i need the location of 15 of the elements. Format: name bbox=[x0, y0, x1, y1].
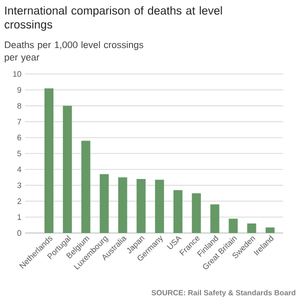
bar bbox=[173, 190, 182, 234]
bar bbox=[62, 106, 72, 234]
bar bbox=[247, 223, 256, 234]
bar bbox=[81, 140, 90, 234]
bar bbox=[228, 218, 238, 234]
bar bbox=[44, 88, 54, 234]
bar bbox=[118, 177, 128, 234]
bar bbox=[266, 227, 275, 234]
chart-title: International comparison of deaths at level crossings bbox=[4, 6, 222, 31]
bar bbox=[210, 204, 220, 234]
bar bbox=[136, 178, 146, 234]
y-axis-title: Deaths per 1,000 level crossings per year bbox=[4, 41, 144, 62]
bar bbox=[100, 174, 109, 234]
bar bbox=[192, 193, 201, 234]
bar bbox=[155, 180, 164, 234]
